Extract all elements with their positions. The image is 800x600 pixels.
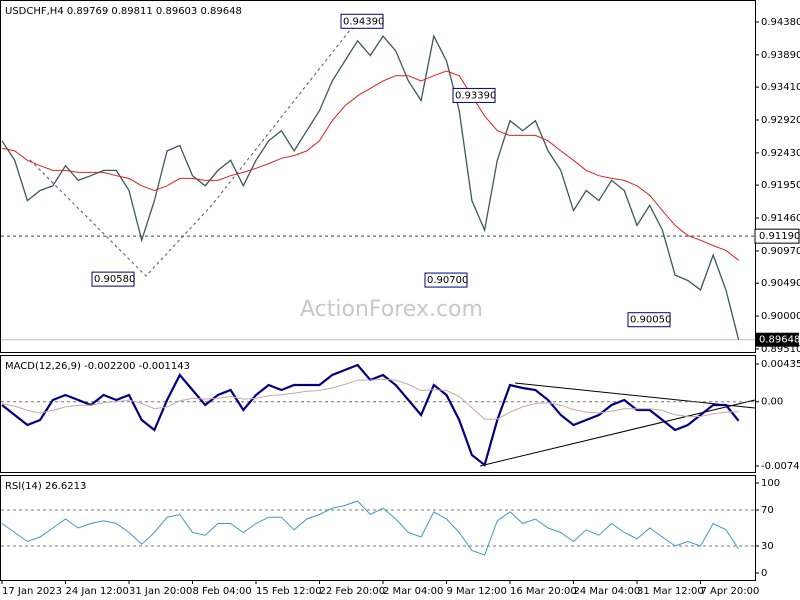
y-tick-label: 0.94380: [761, 17, 800, 28]
price-panel: [0, 0, 756, 353]
level-label-box: [754, 228, 800, 244]
y-tick-label: 100: [761, 478, 780, 489]
annotation-box: [627, 312, 671, 328]
macd-panel: [0, 355, 756, 473]
x-tick-label: 15 Feb 12:00: [256, 586, 322, 597]
x-tick-label: 2 Mar 04:00: [383, 586, 443, 597]
x-tick-label: 9 Mar 12:00: [447, 586, 507, 597]
watermark: ActionForex.com: [300, 297, 483, 322]
annotation-box: [452, 87, 496, 103]
x-tick-label: 22 Feb 20:00: [320, 586, 386, 597]
x-tick-label: 24 Jan 12:00: [66, 586, 129, 597]
x-tick-label: 7 Apr 20:00: [701, 586, 760, 597]
annotation-label: 0.90700: [427, 275, 468, 286]
y-tick-label: 0.93410: [761, 82, 800, 93]
annotation-box: [91, 271, 135, 287]
x-tick-label: 24 Mar 04:00: [574, 586, 641, 597]
annotation-label: 0.93390: [455, 90, 496, 101]
x-tick-label: 16 Mar 20:00: [510, 586, 577, 597]
y-tick-label: 0.92920: [761, 115, 800, 126]
macd-trendline: [479, 399, 756, 467]
y-tick-label: 0.93890: [761, 50, 800, 61]
annotation-box: [340, 13, 384, 29]
y-tick-label: 70: [761, 505, 774, 516]
rsi-panel: [0, 475, 756, 581]
annotation-box: [424, 272, 468, 288]
panel-title: RSI(14) 26.6213: [5, 481, 86, 492]
last-price-label: 0.89648: [759, 335, 800, 346]
y-tick-label: 0.90970: [761, 246, 800, 257]
last-price-box: [755, 332, 799, 347]
y-tick-label: 0.92430: [761, 148, 800, 159]
series-line: [1, 500, 740, 556]
panel-title: MACD(12,26,9) -0.002200 -0.001143: [5, 361, 190, 372]
panel-title: USDCHF,H4 0.89769 0.89811 0.89603 0.8964…: [5, 6, 242, 17]
zigzag: [29, 19, 369, 277]
y-tick-label: 0.91460: [761, 213, 800, 224]
y-tick-label: 30: [761, 541, 774, 552]
y-tick-label: 0.90000: [761, 311, 800, 322]
series-line: [1, 70, 739, 261]
series-line: [1, 378, 739, 420]
annotation-label: 0.94390: [343, 16, 384, 27]
y-tick-label: 0.004354: [761, 359, 800, 370]
x-tick-label: 31 Jan 20:00: [129, 586, 192, 597]
level-label: 0.91190: [759, 231, 800, 242]
y-tick-label: -0.007417: [761, 461, 800, 472]
annotation-label: 0.90050: [630, 315, 671, 326]
macd-trendline: [514, 382, 756, 409]
annotation-label: 0.90580: [94, 274, 135, 285]
y-tick-label: 0.89510: [761, 344, 800, 355]
series-line: [1, 34, 740, 340]
x-tick-label: 31 Mar 12:00: [637, 586, 704, 597]
y-tick-label: 0: [761, 568, 767, 579]
x-tick-label: 8 Feb 04:00: [193, 586, 252, 597]
y-tick-label: 0.00: [761, 397, 783, 408]
y-tick-label: 0.91950: [761, 180, 800, 191]
y-tick-label: 0.90490: [761, 278, 800, 289]
x-tick-label: 17 Jan 2023: [2, 586, 62, 597]
